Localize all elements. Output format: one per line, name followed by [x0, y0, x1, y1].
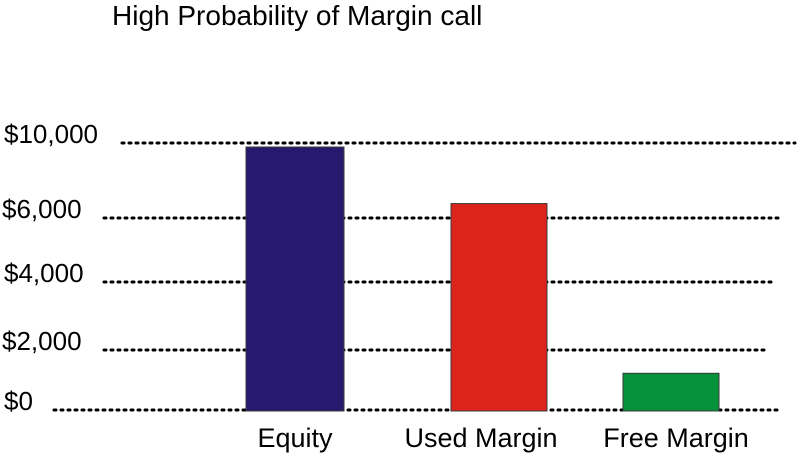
- chart-title: High Probability of Margin call: [112, 0, 482, 31]
- x-axis-category-labels: Equity Used Margin Free Margin: [257, 423, 748, 453]
- gridlines: [52, 141, 797, 412]
- y-tick-label: $6,000: [2, 194, 82, 224]
- bar-equity: [245, 146, 345, 412]
- y-axis-tick-labels: $10,000 $6,000 $4,000 $2,000 $0: [2, 119, 98, 416]
- y-tick-label: $2,000: [2, 326, 82, 356]
- bar-used-margin: [450, 203, 548, 412]
- bars: [245, 146, 720, 412]
- y-tick-label: $0: [4, 386, 33, 416]
- y-tick-label: $10,000: [4, 119, 98, 149]
- x-category-label: Used Margin: [404, 423, 557, 453]
- x-category-label: Equity: [257, 423, 333, 453]
- bar-free-margin: [622, 372, 720, 412]
- x-category-label: Free Margin: [603, 423, 749, 453]
- y-tick-label: $4,000: [4, 258, 84, 288]
